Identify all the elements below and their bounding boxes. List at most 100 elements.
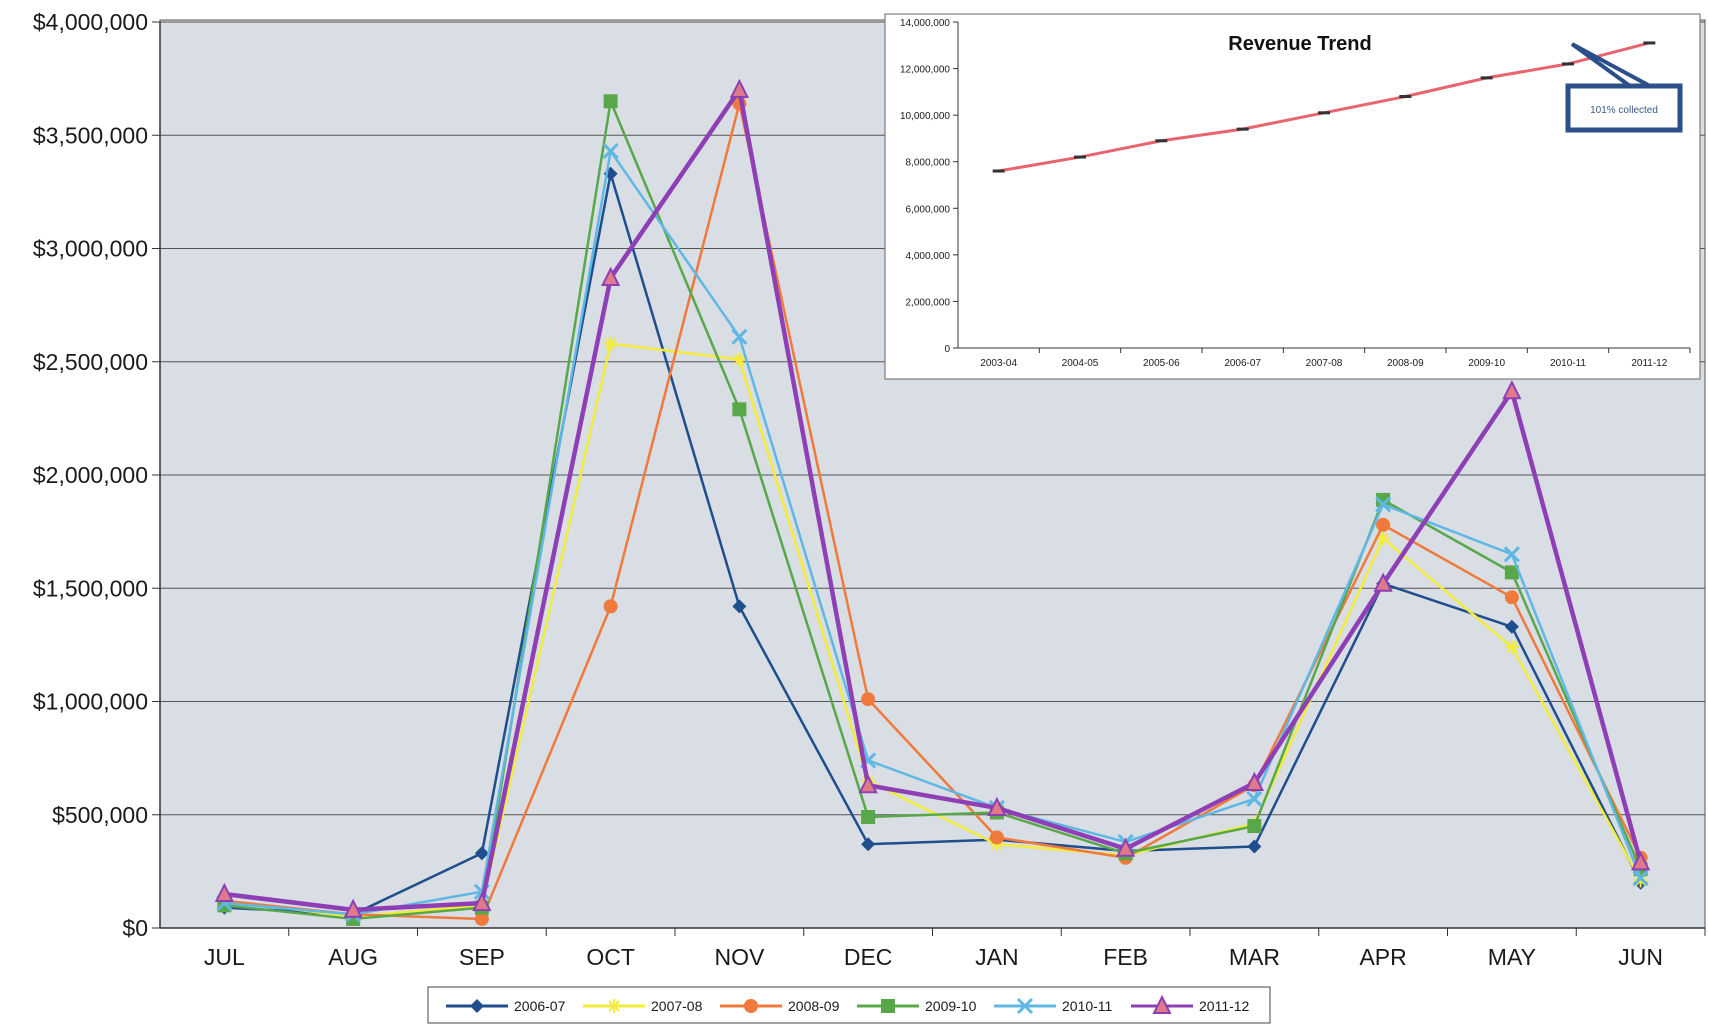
legend-label: 2009-10 — [925, 998, 977, 1014]
x-tick-label: FEB — [1103, 944, 1148, 970]
legend-label: 2006-07 — [514, 998, 566, 1014]
data-point — [602, 143, 619, 160]
inset-data-point — [1074, 155, 1086, 159]
data-point — [601, 266, 621, 286]
inset-y-tick-label: 0 — [944, 344, 950, 355]
inset-series-line-group — [992, 41, 1656, 173]
data-point — [729, 78, 749, 98]
inset-data-point — [1643, 41, 1656, 45]
x-tick-label: JAN — [975, 944, 1018, 970]
data-point — [1376, 531, 1391, 546]
data-point — [861, 692, 876, 707]
data-point — [472, 891, 492, 912]
data-point — [989, 830, 1004, 845]
x-tick-label: MAR — [1229, 944, 1280, 970]
legend-label: 2008-09 — [788, 998, 840, 1014]
data-point — [1247, 839, 1262, 854]
inset-x-tick-label: 2005-06 — [1143, 358, 1180, 369]
series-2010-11 — [216, 143, 1649, 923]
inset-title: Revenue Trend — [1228, 33, 1371, 55]
series-2011-12 — [214, 78, 1651, 918]
legend-item: 2007-08 — [583, 998, 703, 1014]
x-tick-label: AUG — [328, 944, 378, 970]
y-tick-label: $1,000,000 — [33, 689, 148, 715]
data-point — [1631, 851, 1651, 871]
y-tick-label: $4,000,000 — [33, 9, 148, 35]
legend-item: 2008-09 — [720, 998, 840, 1014]
y-tick-label: $1,500,000 — [33, 575, 148, 601]
data-point — [603, 336, 618, 351]
data-point — [1504, 565, 1519, 580]
data-point — [1375, 496, 1392, 513]
series-line — [224, 172, 1642, 916]
x-tick-label: OCT — [586, 944, 635, 970]
data-point — [858, 774, 878, 794]
legend-marker — [1152, 994, 1172, 1014]
legend-marker — [1016, 997, 1034, 1015]
data-point — [861, 837, 876, 852]
data-point — [732, 402, 747, 417]
y-tick-label: $2,500,000 — [33, 349, 148, 375]
inset-x-axis-labels: 2003-04 2004-05 2005-06 2006-07 2007-08 2008-… — [980, 358, 1667, 369]
inset-y-tick-label: 4,000,000 — [906, 251, 951, 262]
x-tick-label: JUN — [1618, 944, 1663, 970]
inset-y-tick-label: 8,000,000 — [906, 158, 951, 169]
series-line — [224, 149, 1642, 916]
data-point — [343, 898, 363, 918]
legend-label: 2007-08 — [651, 998, 703, 1014]
callout-box: 101% collected — [1565, 42, 1683, 133]
inset-y-tick-label: 12,000,000 — [900, 65, 950, 76]
inset-data-point — [1318, 111, 1330, 115]
data-point — [1244, 771, 1264, 792]
x-tick-label: SEP — [459, 944, 505, 970]
data-point — [1502, 379, 1522, 400]
inset-axes — [953, 21, 1691, 353]
revenue-trend-inset: Revenue Trend 0 2,000,000 4,000,000 6,000,0… — [884, 13, 1701, 380]
callout-text: 101% collected — [1590, 105, 1658, 116]
inset-data-point — [1480, 76, 1493, 80]
x-tick-label: NOV — [714, 944, 765, 970]
inset-y-tick-label: 6,000,000 — [906, 204, 951, 215]
inset-series — [992, 41, 1656, 173]
data-point — [603, 599, 618, 614]
legend-item: 2011-12 — [1131, 994, 1250, 1014]
data-point — [1373, 572, 1393, 592]
data-point — [1376, 492, 1391, 507]
callout-rect — [1565, 83, 1683, 133]
legend: 2006-07 2007-08 2008-09 2009-10 2010-11 2011-… — [427, 986, 1271, 1024]
y-axis-labels: $0 $500,000 $1,000,000 $1,500,000 $2,000,000… — [33, 9, 148, 941]
data-point — [1247, 819, 1262, 834]
data-point — [603, 94, 618, 109]
legend-items: 2006-07 2007-08 2008-09 2009-10 2010-11 2011-… — [446, 994, 1250, 1015]
legend-box — [427, 986, 1271, 1024]
inset-x-tick-label: 2009-10 — [1468, 358, 1505, 369]
inset-x-tick-label: 2010-11 — [1550, 358, 1586, 369]
x-tick-label: MAY — [1488, 944, 1536, 970]
inset-x-tick-label: 2004-05 — [1062, 358, 1099, 369]
data-point — [732, 352, 747, 367]
inset-x-tick-label: 2006-07 — [1224, 358, 1261, 369]
legend-marker — [607, 999, 621, 1013]
inset-x-tick-label: 2003-04 — [980, 358, 1017, 369]
data-point — [474, 911, 489, 926]
data-point — [732, 599, 747, 614]
x-tick-label: DEC — [844, 944, 893, 970]
x-tick-label: JUL — [204, 944, 245, 970]
legend-label: 2011-12 — [1199, 998, 1250, 1014]
inset-x-tick-label: 2008-09 — [1387, 358, 1424, 369]
data-point — [1504, 640, 1519, 655]
inset-data-point — [1155, 139, 1168, 143]
y-tick-label: $3,000,000 — [33, 236, 148, 262]
inset-data-point — [1236, 127, 1249, 131]
y-tick-label: $500,000 — [52, 802, 148, 828]
data-point — [474, 846, 489, 861]
data-point — [861, 810, 876, 825]
inset-data-point — [992, 169, 1005, 173]
inset-y-tick-label: 14,000,000 — [900, 18, 950, 29]
inset-data-point — [1562, 62, 1574, 66]
y-tick-label: $3,500,000 — [33, 122, 148, 148]
data-point — [1504, 619, 1519, 634]
legend-marker — [470, 999, 484, 1013]
legend-label: 2010-11 — [1062, 998, 1113, 1014]
